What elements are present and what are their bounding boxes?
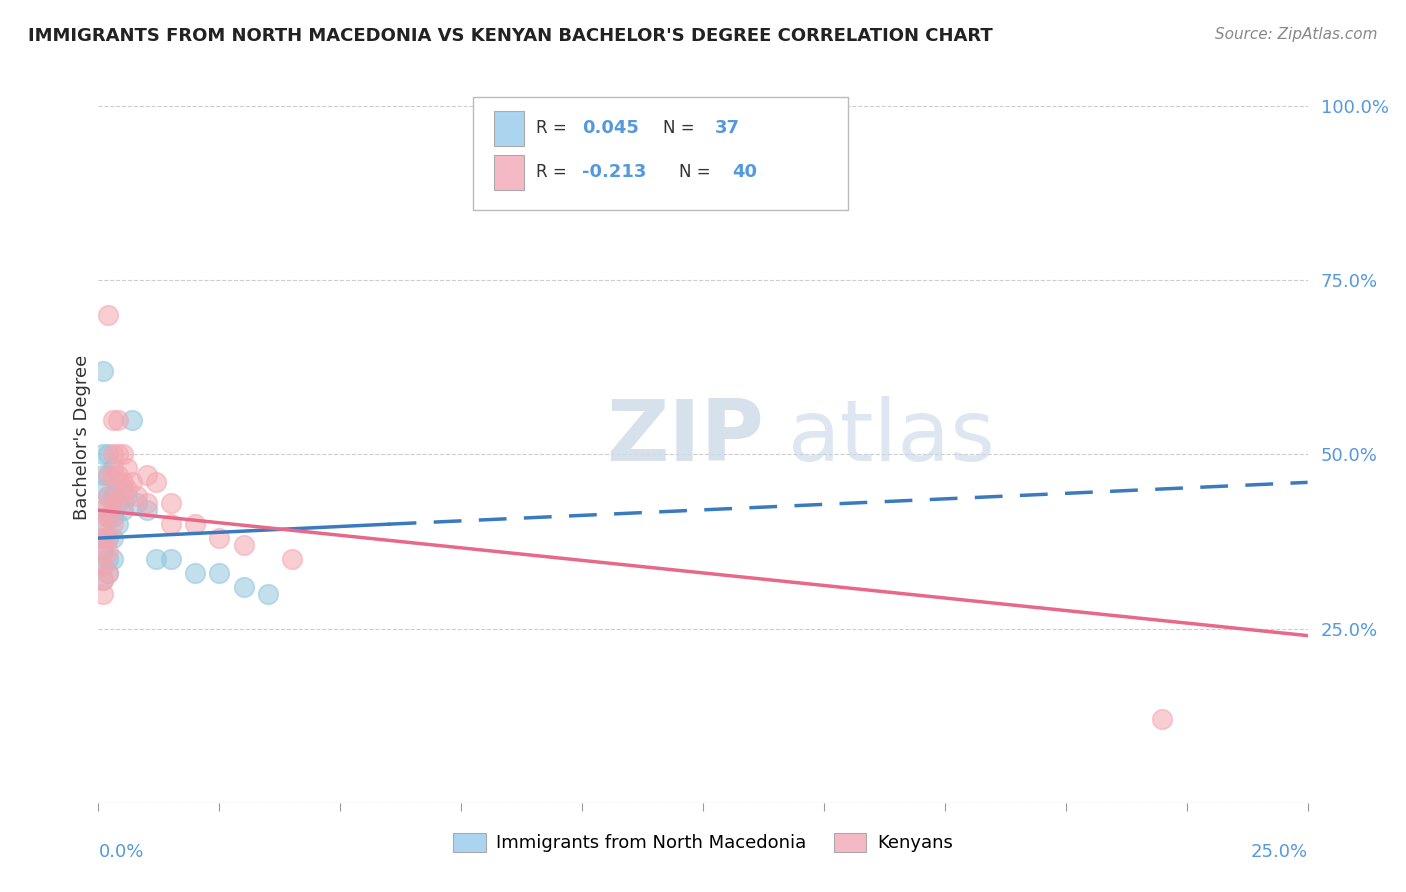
Text: R =: R = [536,163,572,181]
Text: 25.0%: 25.0% [1250,843,1308,861]
Point [135,496,157,510]
Point [232,580,254,594]
Point [135,503,157,517]
Point [97,531,120,545]
Point [107,517,129,532]
Legend: Immigrants from North Macedonia, Kenyans: Immigrants from North Macedonia, Kenyans [446,826,960,860]
Point [101,531,124,545]
Point [145,552,167,566]
Point [256,587,278,601]
Point [91,531,114,545]
Point [91,558,114,573]
Point [97,468,120,483]
Point [127,489,149,503]
Y-axis label: Bachelor's Degree: Bachelor's Degree [73,354,91,520]
Point [1152,712,1174,726]
Point [117,483,139,497]
Point [91,573,114,587]
Point [127,496,149,510]
Text: R =: R = [536,120,572,137]
Point [91,587,114,601]
Point [111,448,134,462]
Point [91,517,114,532]
Point [117,461,139,475]
Text: 37: 37 [716,120,740,137]
Point [160,552,183,566]
Point [97,308,120,322]
Text: atlas: atlas [787,395,995,479]
Point [111,496,134,510]
Point [91,503,114,517]
Point [111,475,134,490]
Point [101,517,124,532]
Point [107,448,129,462]
Bar [494,154,524,190]
Point [160,517,183,532]
FancyBboxPatch shape [474,97,848,211]
Point [97,448,120,462]
Point [91,558,114,573]
Point [97,552,120,566]
Text: 40: 40 [733,163,756,181]
Point [97,510,120,524]
Point [101,552,124,566]
Point [184,566,207,580]
Point [97,468,120,483]
Text: ZIP: ZIP [606,395,763,479]
Text: N =: N = [679,163,716,181]
Point [91,545,114,559]
Text: IMMIGRANTS FROM NORTH MACEDONIA VS KENYAN BACHELOR'S DEGREE CORRELATION CHART: IMMIGRANTS FROM NORTH MACEDONIA VS KENYA… [28,27,993,45]
Point [107,475,129,490]
Text: N =: N = [664,120,700,137]
Point [107,496,129,510]
Text: 0.045: 0.045 [582,120,638,137]
Point [91,483,114,497]
Point [91,531,114,545]
Point [97,566,120,580]
Point [97,545,120,559]
Point [208,531,231,545]
Point [101,448,124,462]
Point [107,489,129,503]
Point [107,468,129,483]
Point [97,566,120,580]
Point [91,448,114,462]
Bar [494,111,524,146]
Point [101,496,124,510]
Point [91,468,114,483]
Text: 0.0%: 0.0% [98,843,143,861]
Point [101,461,124,475]
Point [101,468,124,483]
Point [145,475,167,490]
Point [101,489,124,503]
Point [208,566,231,580]
Point [91,545,114,559]
Point [111,503,134,517]
Point [160,496,183,510]
Point [91,573,114,587]
Text: -0.213: -0.213 [582,163,647,181]
Point [111,483,134,497]
Point [91,517,114,532]
Point [232,538,254,552]
Text: Source: ZipAtlas.com: Source: ZipAtlas.com [1215,27,1378,42]
Point [97,531,120,545]
Point [107,412,129,426]
Point [135,468,157,483]
Point [97,489,120,503]
Point [184,517,207,532]
Point [91,364,114,378]
Point [281,552,304,566]
Point [97,510,120,524]
Point [101,510,124,524]
Point [117,489,139,503]
Point [97,489,120,503]
Point [121,475,143,490]
Point [121,412,143,426]
Point [101,412,124,426]
Point [91,503,114,517]
